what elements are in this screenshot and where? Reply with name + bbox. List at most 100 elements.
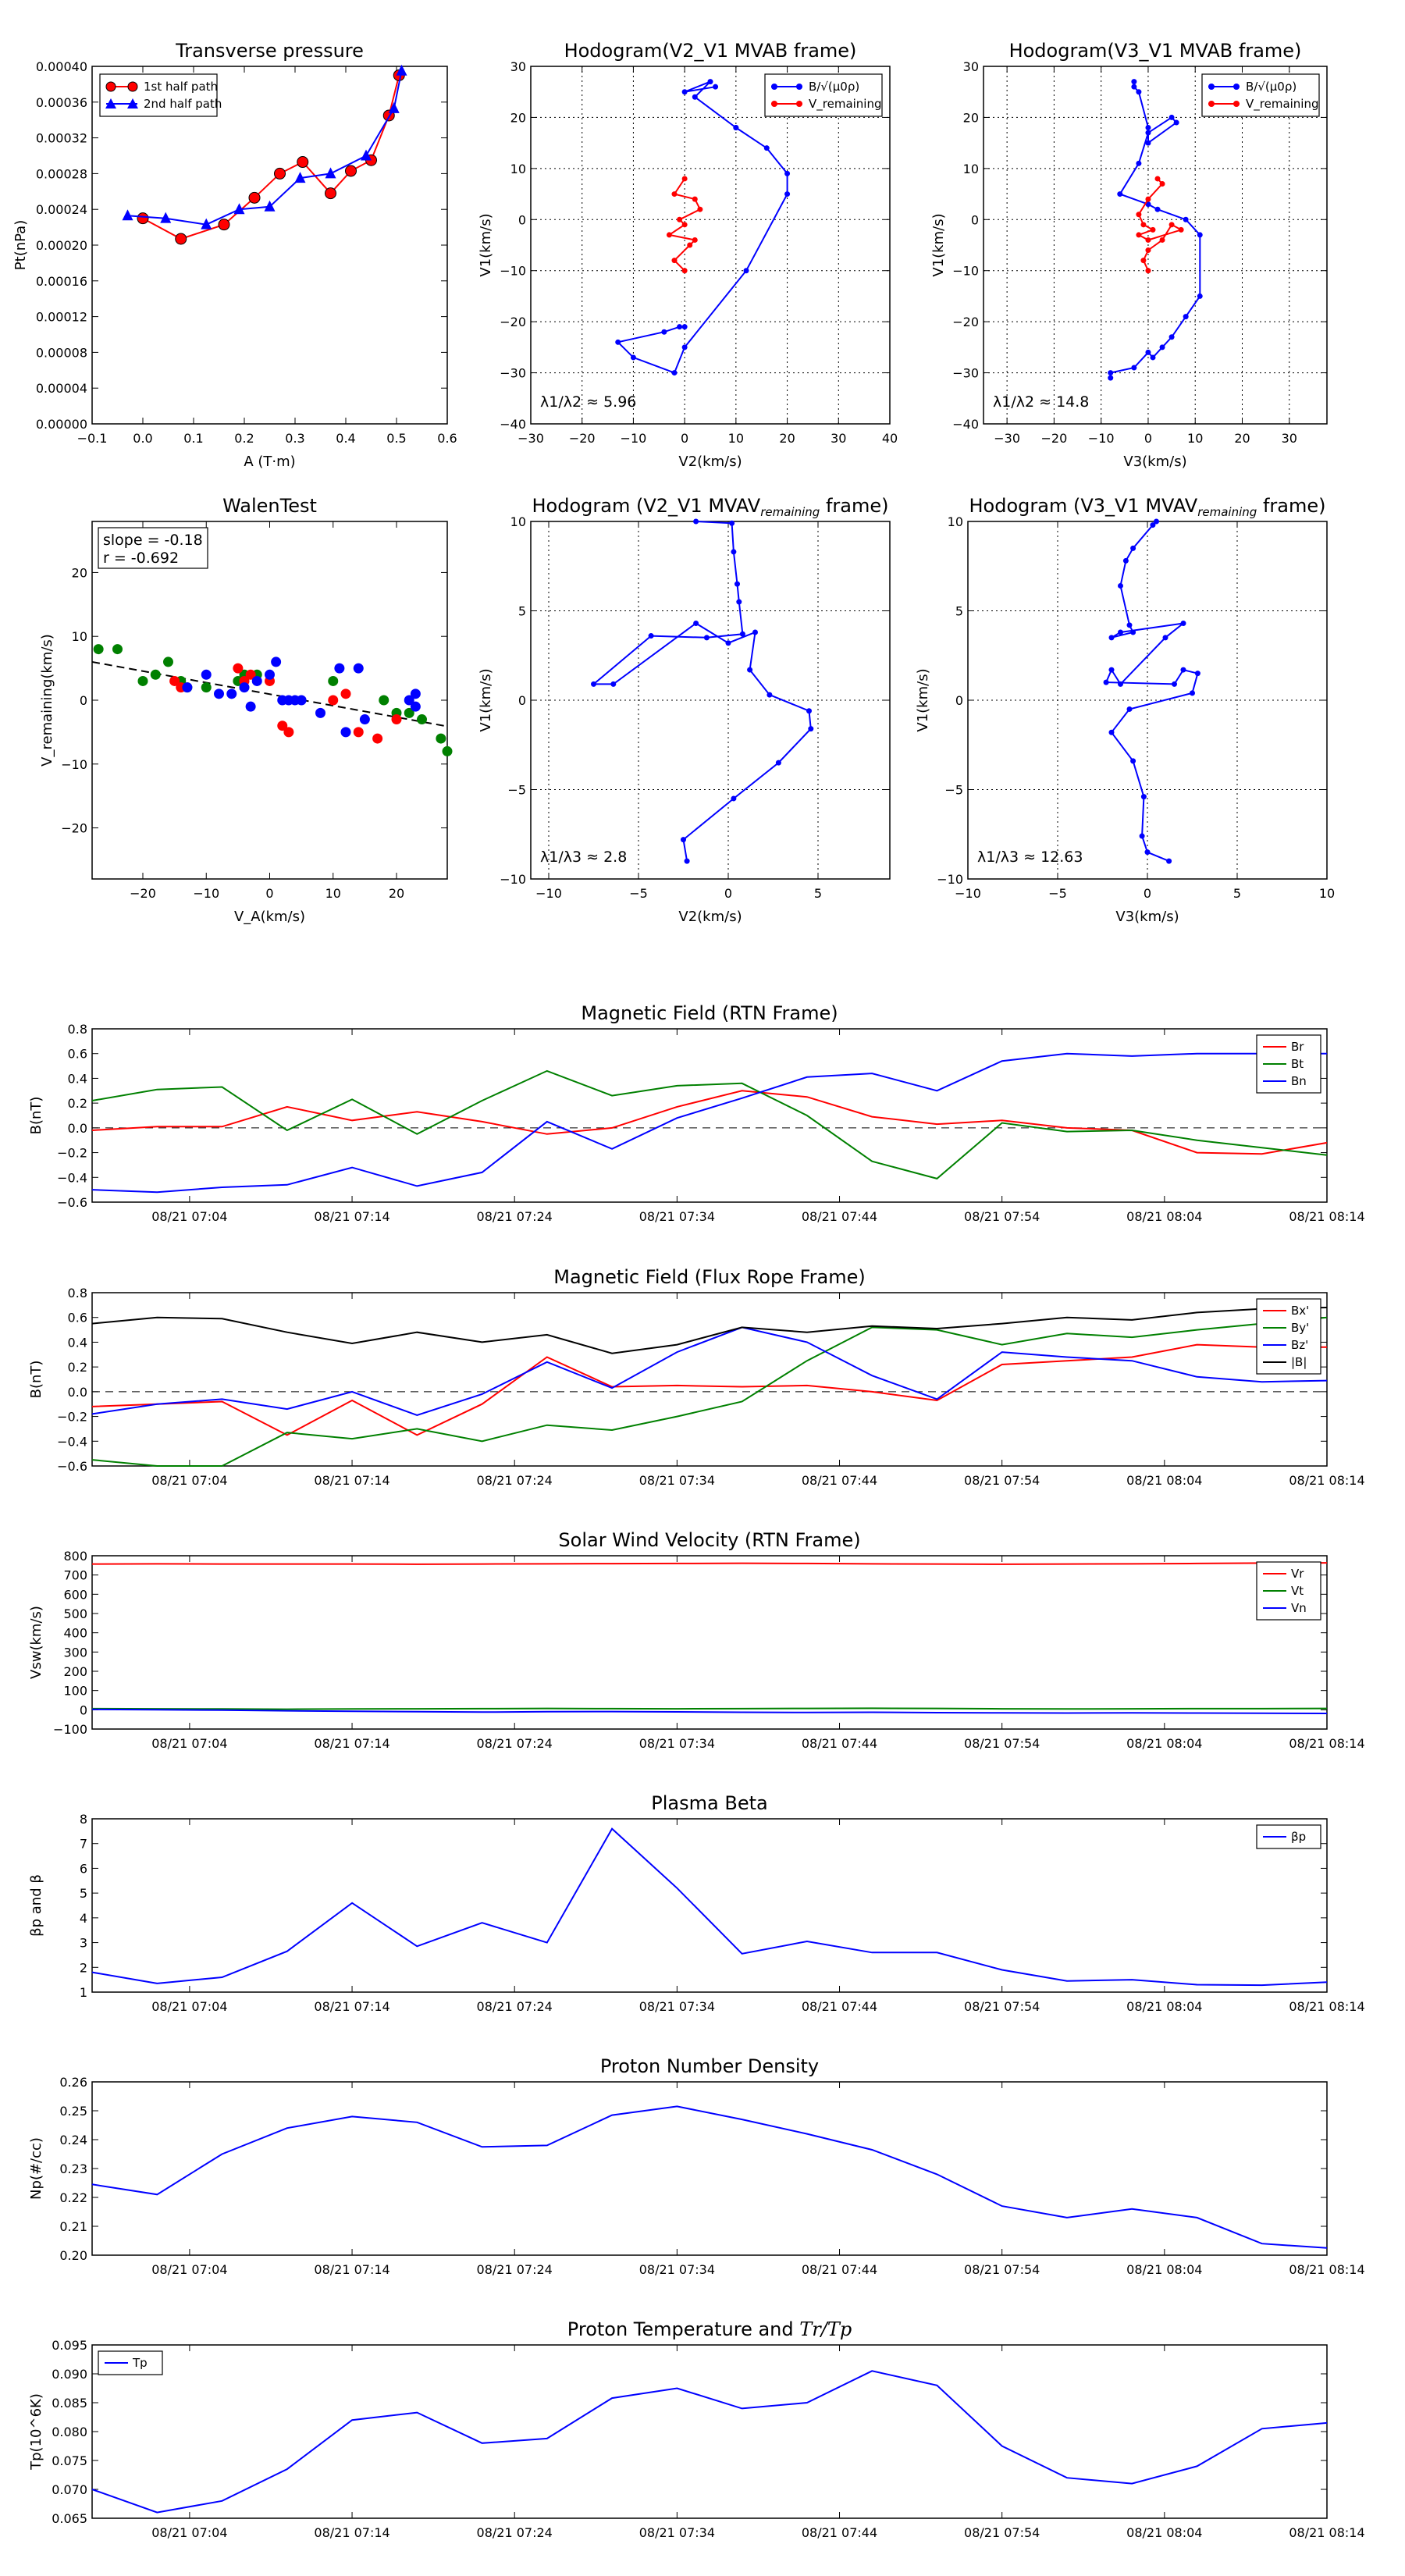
y-tick-label: 10 [510,162,526,176]
chart-ts1: Magnetic Field (RTN Frame) −0.6 −0.4 −0.2 0.… [28,1002,1365,1224]
y-axis-label: V_remaining(km/s) [39,634,55,767]
chart-ts6: Proton Temperature and Tr/Tp 0.065 0.070 0.… [28,2318,1365,2540]
data-point [251,675,262,686]
x-tick-label: 08/21 07:24 [477,2525,553,2540]
legend-box [1256,1824,1321,1849]
data-point [1140,258,1147,264]
data-point [1118,629,1123,635]
legend-label: Bn [1291,1074,1307,1088]
data-point [1183,314,1189,320]
data-point [218,219,230,231]
data-point [1108,375,1114,381]
data-point [731,795,737,802]
legend-label: V_remaining [1246,97,1319,112]
y-tick-label: 0.23 [59,2161,87,2176]
x-tick-label: 08/21 07:04 [151,2262,227,2277]
data-point [713,84,719,90]
data-point [226,688,237,699]
data-point [315,707,325,718]
x-axis-label: V2(km/s) [678,909,742,925]
chart-title: WalenTest [222,495,317,517]
y-tick-label: 0.24 [59,2133,87,2147]
legend-label: B/√(μ0ρ) [1246,80,1297,94]
data-point [274,167,286,180]
y-tick-label: −100 [53,1722,87,1737]
y-tick-label: −30 [952,366,979,381]
chart-ts3: Solar Wind Velocity (RTN Frame) −100 0 100 2… [28,1529,1365,1751]
y-tick-label: 0.00000 [36,417,87,432]
data-point [1136,212,1142,218]
data-point [1131,79,1137,85]
data-point [725,640,731,646]
data-point [692,196,698,202]
data-point [684,858,690,864]
y-tick-label: 0.8 [68,1286,87,1300]
y-axis-label: B(nT) [28,1361,44,1399]
data-point [1108,729,1115,735]
y-tick-label: 0.6 [68,1047,87,1062]
chart-ts5: Proton Number Density 0.20 0.21 0.22 0.23 0.2… [28,2055,1365,2277]
x-tick-label: 08/21 07:34 [639,1209,715,1224]
y-tick-label: 0.0 [68,1385,87,1400]
y-tick-label: 0.4 [68,1335,87,1350]
data-point [340,688,351,699]
x-tick-label: −10 [1088,431,1115,446]
plot-frame [91,1555,1328,1730]
legend-label: βp [1291,1830,1306,1844]
y-tick-label: 0.00028 [36,166,87,181]
x-tick-label: 08/21 07:34 [639,2262,715,2277]
y-tick-label: 0.25 [59,2104,87,2119]
legend-marker [1233,84,1240,90]
data-point [1136,232,1142,238]
legend-label: Bx' [1291,1304,1309,1318]
data-point [388,101,400,113]
data-point [763,145,770,151]
y-tick-label: 0.21 [59,2219,87,2234]
y-tick-label: 600 [63,1587,87,1602]
plot-frame [91,1028,1328,1203]
data-point [1118,582,1123,589]
x-tick-label: 08/21 07:44 [802,1999,877,2014]
data-point [169,675,180,686]
data-point [739,631,745,637]
y-tick-label: 10 [510,514,526,529]
data-point [265,669,275,680]
y-tick-label: 400 [63,1626,87,1641]
data-point [214,688,224,699]
series-line [91,1069,1328,1180]
chart-ts4: Plasma Beta 1 2 3 4 5 6 7 8 08/21 07:04 08/21 07:1… [28,1792,1365,2014]
y-tick-label: 0.065 [52,2511,87,2526]
data-point [648,633,654,639]
legend-label: B/√(μ0ρ) [809,80,859,94]
x-tick-label: 08/21 07:04 [151,1736,227,1751]
fit-r-label: r = -0.692 [103,550,179,567]
y-tick-label: 0.20 [59,2248,87,2263]
x-axis-label: A (T·m) [244,454,295,470]
data-point [417,714,427,725]
data-point [1162,635,1168,641]
y-tick-label: −0.2 [57,1146,87,1161]
x-tick-label: 0.5 [386,431,406,446]
y-tick-label: 0.070 [52,2482,87,2497]
legend-label: Vn [1291,1601,1307,1615]
data-point [661,329,667,335]
y-tick-label: 20 [72,565,87,580]
y-tick-label: 10 [963,162,979,176]
y-axis-label: V1(km/s) [478,213,494,276]
y-axis-label: B(nT) [28,1097,44,1135]
y-tick-label: −30 [500,366,526,381]
legend-marker [771,84,777,90]
y-tick-label: 5 [955,604,963,619]
x-tick-label: −20 [130,886,156,901]
legend-marker [105,81,116,92]
data-point [1168,222,1175,228]
plot-frame [91,66,448,425]
data-point [1145,130,1151,136]
x-tick-label: 08/21 07:04 [151,2525,227,2540]
y-tick-label: 0.00024 [36,202,87,217]
chart-title: Transverse pressure [175,40,364,62]
x-tick-label: 08/21 08:04 [1126,2525,1202,2540]
data-point [442,745,453,756]
plot-frame [983,66,1328,425]
x-tick-label: 20 [779,431,795,446]
